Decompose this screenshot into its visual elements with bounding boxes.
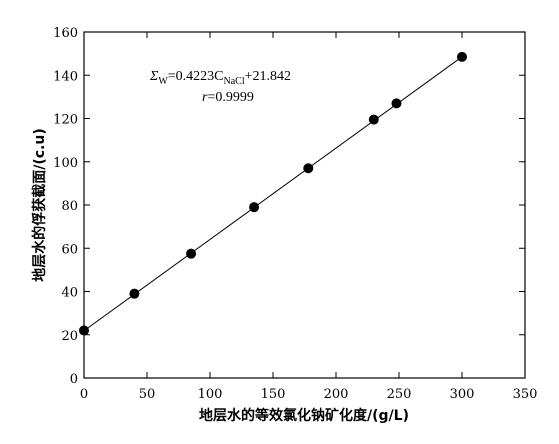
- axis-ticks: [83, 31, 526, 379]
- y-tick-labels: 0 20 40 60 80 100 120 140 160: [53, 26, 78, 387]
- x-axis-label: 地层水的等效氯化钠矿化度/(g/L): [199, 407, 409, 424]
- data-point: [129, 288, 140, 299]
- data-points: [79, 51, 467, 336]
- x-tick-label: 0: [80, 387, 88, 402]
- y-tick-label: 20: [61, 329, 78, 344]
- x-tick-label: 150: [261, 387, 286, 402]
- r-value: =0.9999: [207, 90, 253, 105]
- y-tick-label: 140: [53, 69, 78, 84]
- r-annotation: r=0.9999: [202, 90, 254, 105]
- y-tick-label: 40: [61, 286, 78, 301]
- y-tick-label: 80: [61, 199, 78, 214]
- equation-sub: W: [158, 76, 168, 87]
- equation-prefix: Σ: [149, 69, 159, 84]
- data-point: [457, 51, 467, 62]
- x-tick-label: 100: [198, 387, 223, 402]
- x-tick-label: 300: [450, 387, 475, 402]
- data-point: [368, 114, 379, 125]
- equation-suffix: +21.842: [245, 69, 291, 84]
- y-axis-label: 地层水的俘获截面/(c.u): [31, 128, 48, 282]
- x-tick-label: 250: [387, 387, 412, 402]
- data-point: [391, 98, 402, 109]
- y-tick-label: 0: [70, 372, 78, 387]
- y-tick-label: 160: [53, 26, 78, 41]
- y-tick-label: 100: [53, 156, 78, 171]
- equation-annotation: ΣW=0.4223CNaCl+21.842: [149, 69, 291, 87]
- fit-line: [83, 56, 463, 332]
- equation-mid: =0.4223C: [168, 69, 224, 84]
- y-tick-label: 120: [53, 113, 78, 128]
- x-tick-label: 350: [513, 387, 538, 402]
- x-tick-label: 200: [324, 387, 349, 402]
- data-point: [186, 248, 197, 259]
- x-tick-labels: 0 50 100 150 200 250 300 350: [80, 387, 538, 402]
- data-point: [303, 163, 314, 174]
- x-tick-label: 50: [139, 387, 156, 402]
- data-point: [79, 325, 89, 336]
- y-tick-label: 60: [61, 242, 78, 257]
- data-point: [249, 202, 260, 213]
- r-label: r: [202, 90, 208, 105]
- equation-sub2: NaCl: [224, 76, 245, 87]
